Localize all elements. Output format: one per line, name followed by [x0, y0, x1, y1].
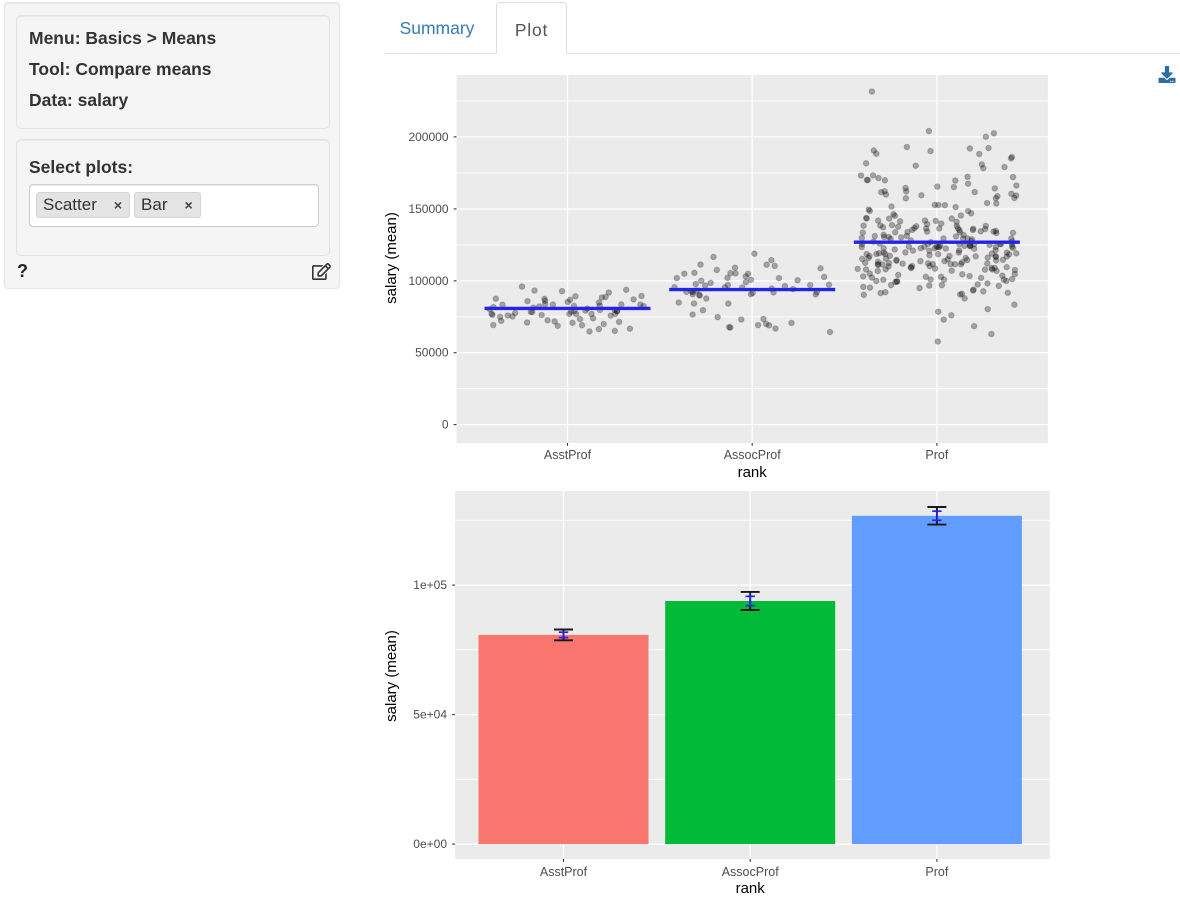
svg-text:AssocProf: AssocProf — [722, 865, 779, 879]
svg-text:0e+00: 0e+00 — [413, 837, 447, 851]
svg-text:0: 0 — [442, 418, 449, 432]
svg-text:150000: 150000 — [408, 202, 448, 216]
svg-text:salary (mean): salary (mean) — [385, 212, 400, 304]
svg-text:5e+04: 5e+04 — [413, 708, 447, 722]
svg-text:AsstProf: AsstProf — [544, 448, 592, 462]
svg-text:1e+05: 1e+05 — [413, 578, 447, 592]
svg-text:rank: rank — [736, 880, 766, 897]
svg-text:50000: 50000 — [415, 346, 449, 360]
svg-text:Prof: Prof — [925, 865, 948, 879]
svg-text:salary (mean): salary (mean) — [385, 630, 400, 722]
svg-text:Prof: Prof — [925, 448, 948, 462]
svg-text:rank: rank — [738, 464, 768, 480]
svg-text:100000: 100000 — [408, 274, 448, 288]
svg-text:AsstProf: AsstProf — [540, 865, 588, 879]
svg-text:AssocProf: AssocProf — [724, 448, 781, 462]
svg-text:200000: 200000 — [408, 130, 448, 144]
